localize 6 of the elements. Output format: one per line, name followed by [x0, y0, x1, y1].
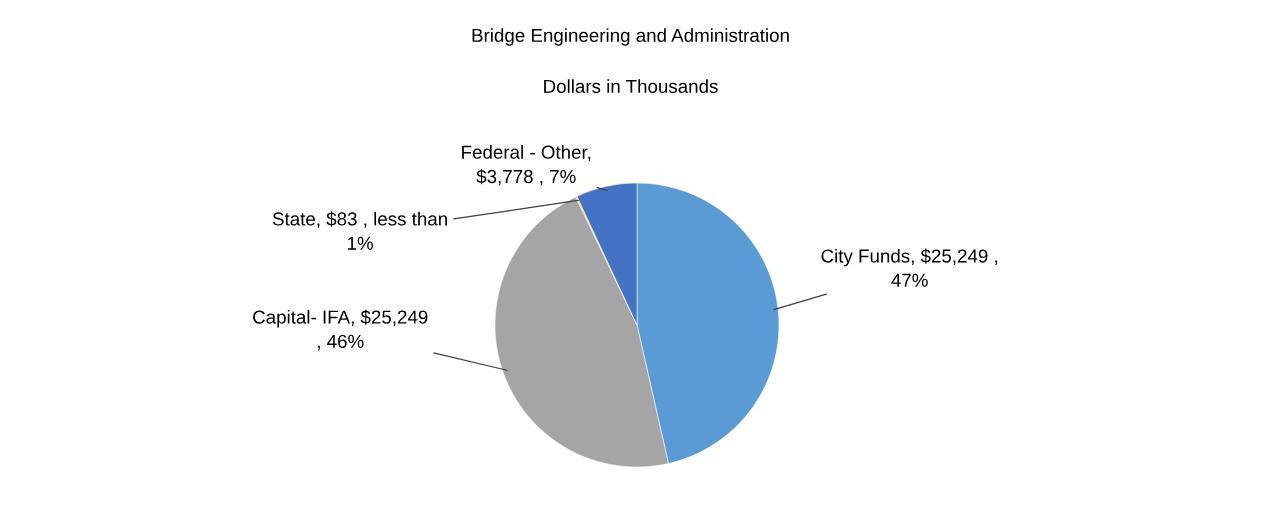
slice-label: State, $83 , less than 1%	[272, 211, 447, 250]
slice-label: Capital- IFA, $25,249 , 46%	[253, 309, 428, 351]
chart-subtitle: Dollars in Thousands	[544, 79, 718, 94]
chart-title: Bridge Engineering and Administration	[472, 28, 789, 46]
slice-label: City Funds, $25,249 , 47%	[821, 248, 998, 287]
slice-label: Federal - Other, $3,778 , 7%	[462, 145, 591, 186]
